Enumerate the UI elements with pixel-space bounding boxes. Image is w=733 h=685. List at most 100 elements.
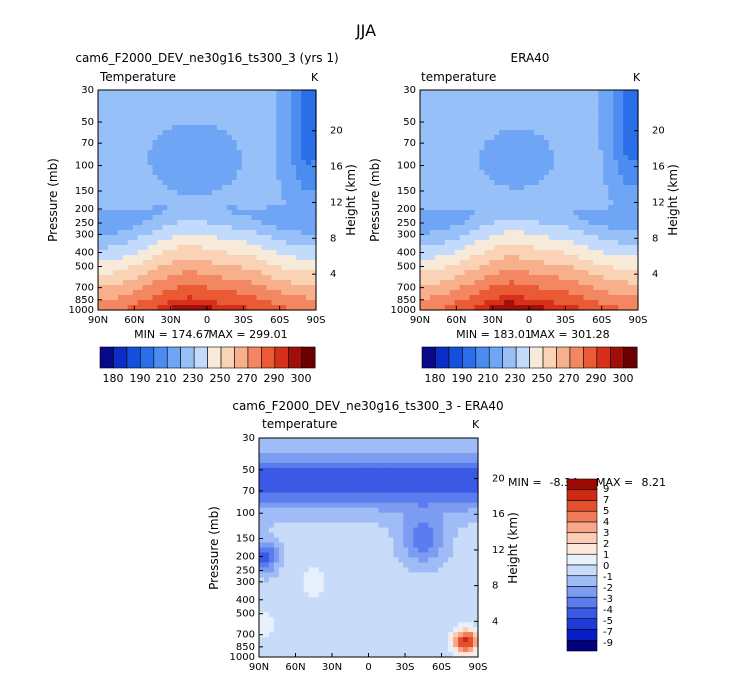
contour-cell	[222, 300, 228, 306]
contour-cell	[314, 637, 320, 643]
contour-cell	[435, 150, 441, 156]
contour-cell	[286, 160, 292, 166]
contour-cell	[304, 647, 310, 653]
contour-cell	[598, 260, 604, 266]
contour-cell	[509, 235, 515, 241]
contour-cell	[334, 632, 340, 638]
contour-cell	[306, 100, 312, 106]
x-tick-label: 30S	[556, 315, 575, 326]
contour-cell	[514, 260, 520, 266]
contour-cell	[524, 260, 530, 266]
contour-cell	[133, 105, 139, 111]
contour-cell	[269, 627, 275, 633]
contour-cell	[143, 285, 149, 291]
contour-cell	[584, 180, 590, 186]
contour-cell	[529, 135, 535, 141]
contour-cell	[304, 637, 310, 643]
contour-cell	[603, 285, 609, 291]
contour-cell	[494, 250, 500, 256]
panel-diff-contours	[259, 438, 479, 658]
contour-cell	[514, 180, 520, 186]
contour-cell	[276, 245, 282, 251]
contour-cell	[128, 160, 134, 166]
contour-cell	[608, 250, 614, 256]
contour-cell	[128, 255, 134, 261]
contour-cell	[98, 115, 104, 121]
contour-cell	[274, 548, 280, 554]
contour-cell	[613, 240, 619, 246]
contour-cell	[514, 175, 520, 181]
contour-cell	[264, 448, 270, 454]
contour-cell	[103, 95, 109, 101]
contour-cell	[162, 275, 168, 281]
contour-cell	[475, 270, 481, 276]
contour-cell	[574, 110, 580, 116]
contour-cell	[247, 115, 253, 121]
contour-cell	[460, 190, 466, 196]
contour-cell	[281, 285, 287, 291]
contour-cell	[262, 90, 268, 96]
contour-cell	[455, 90, 461, 96]
contour-cell	[301, 160, 307, 166]
contour-cell	[291, 245, 297, 251]
contour-cell	[284, 463, 290, 469]
contour-cell	[484, 145, 490, 151]
contour-cell	[593, 205, 599, 211]
contour-cell	[364, 483, 370, 489]
contour-cell	[613, 140, 619, 146]
contour-cell	[339, 592, 345, 598]
contour-cell	[187, 195, 193, 201]
contour-cell	[584, 125, 590, 131]
contour-cell	[128, 90, 134, 96]
contour-cell	[524, 135, 530, 141]
contour-cell	[628, 115, 634, 121]
contour-cell	[172, 250, 178, 256]
contour-cell	[264, 513, 270, 519]
contour-cell	[470, 165, 476, 171]
contour-cell	[232, 230, 238, 236]
contour-cell	[349, 647, 355, 653]
contour-cell	[299, 533, 305, 539]
contour-cell	[484, 250, 490, 256]
colorbar-swatch	[449, 347, 462, 368]
contour-cell	[430, 145, 436, 151]
contour-cell	[227, 195, 233, 201]
contour-cell	[564, 90, 570, 96]
x-tick-label: 30N	[161, 315, 181, 326]
contour-cell	[618, 245, 624, 251]
contour-cell	[430, 205, 436, 211]
contour-cell	[549, 220, 555, 226]
contour-cell	[187, 260, 193, 266]
panel-model-ylabel: Pressure (mb)	[46, 158, 60, 242]
contour-cell	[499, 280, 505, 286]
contour-cell	[242, 285, 248, 291]
contour-cell	[276, 140, 282, 146]
contour-cell	[212, 255, 218, 261]
contour-cell	[613, 280, 619, 286]
contour-cell	[445, 170, 451, 176]
contour-cell	[618, 205, 624, 211]
contour-cell	[202, 295, 208, 301]
contour-cell	[450, 195, 456, 201]
contour-cell	[519, 235, 525, 241]
contour-cell	[524, 195, 530, 201]
contour-cell	[349, 448, 355, 454]
contour-cell	[504, 215, 510, 221]
contour-cell	[138, 240, 144, 246]
contour-cell	[564, 100, 570, 106]
contour-cell	[588, 100, 594, 106]
contour-cell	[103, 170, 109, 176]
contour-cell	[113, 285, 119, 291]
contour-cell	[499, 145, 505, 151]
contour-cell	[344, 533, 350, 539]
contour-cell	[608, 120, 614, 126]
contour-cell	[334, 597, 340, 603]
contour-cell	[554, 150, 560, 156]
contour-cell	[584, 165, 590, 171]
contour-cell	[192, 280, 198, 286]
contour-cell	[623, 260, 629, 266]
contour-cell	[455, 150, 461, 156]
contour-cell	[276, 255, 282, 261]
contour-cell	[455, 110, 461, 116]
contour-cell	[524, 245, 530, 251]
